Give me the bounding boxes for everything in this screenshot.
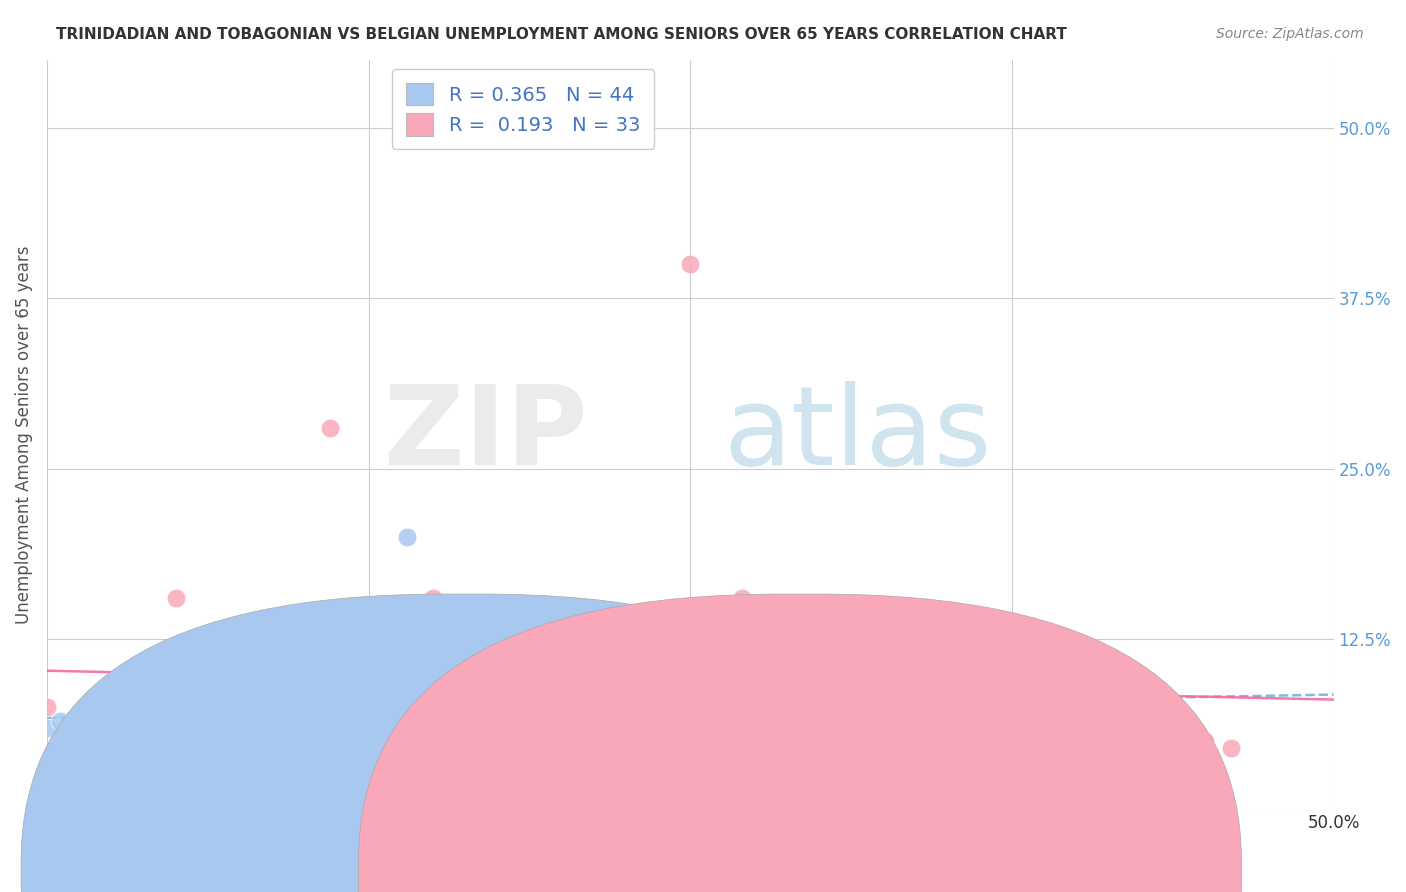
Point: [165, 700, 187, 714]
Point: [267, 714, 290, 728]
Point: [112, 707, 135, 722]
Point: [1219, 741, 1241, 756]
Point: [319, 687, 342, 701]
Point: [576, 707, 599, 722]
Point: [267, 693, 290, 707]
Text: atlas: atlas: [723, 381, 991, 488]
Point: [215, 700, 238, 714]
Point: [344, 707, 367, 722]
Point: [215, 707, 238, 722]
Point: [165, 591, 187, 606]
Point: [112, 714, 135, 728]
Point: [292, 700, 315, 714]
Point: [112, 693, 135, 707]
Point: [319, 721, 342, 735]
Point: [936, 707, 959, 722]
Point: [292, 727, 315, 741]
Point: [190, 687, 212, 701]
Point: [370, 721, 392, 735]
Point: [472, 693, 495, 707]
Point: [1014, 721, 1036, 735]
Point: [242, 727, 264, 741]
Point: [396, 714, 419, 728]
Point: [422, 591, 444, 606]
Point: [62, 727, 84, 741]
Point: [87, 721, 110, 735]
Point: [627, 693, 650, 707]
Point: [499, 714, 522, 728]
Point: [190, 693, 212, 707]
Legend: R = 0.365   N = 44, R =  0.193   N = 33: R = 0.365 N = 44, R = 0.193 N = 33: [392, 70, 654, 149]
Point: [292, 700, 315, 714]
Y-axis label: Unemployment Among Seniors over 65 years: Unemployment Among Seniors over 65 years: [15, 245, 32, 624]
Point: [576, 714, 599, 728]
Point: [1064, 700, 1087, 714]
Point: [602, 714, 624, 728]
Point: [1194, 734, 1216, 748]
Point: [344, 700, 367, 714]
Point: [550, 700, 572, 714]
Point: [49, 714, 72, 728]
Point: [165, 721, 187, 735]
Point: [756, 707, 779, 722]
Point: [35, 700, 58, 714]
Point: [396, 700, 419, 714]
Point: [75, 707, 97, 722]
Point: [524, 707, 547, 722]
Point: [499, 714, 522, 728]
Text: Source: ZipAtlas.com: Source: ZipAtlas.com: [1216, 27, 1364, 41]
Point: [422, 693, 444, 707]
Point: [370, 693, 392, 707]
Point: [704, 700, 727, 714]
Point: [550, 700, 572, 714]
Point: [447, 707, 470, 722]
Point: [807, 707, 830, 722]
Point: [35, 721, 58, 735]
Point: [396, 530, 419, 544]
Text: ZIP: ZIP: [384, 381, 588, 488]
Point: [62, 714, 84, 728]
Point: [731, 591, 754, 606]
Point: [422, 721, 444, 735]
Point: [472, 707, 495, 722]
Text: Trinidadians and Tobagonians: Trinidadians and Tobagonians: [440, 852, 685, 870]
Point: [190, 714, 212, 728]
Point: [370, 680, 392, 694]
Point: [87, 693, 110, 707]
Point: [139, 707, 162, 722]
Point: [87, 700, 110, 714]
Point: [139, 700, 162, 714]
Point: [267, 714, 290, 728]
Point: [1116, 727, 1139, 741]
Point: [524, 721, 547, 735]
Point: [602, 693, 624, 707]
Point: [242, 693, 264, 707]
Point: [319, 421, 342, 435]
Point: [215, 721, 238, 735]
Point: [447, 727, 470, 741]
Point: [654, 707, 676, 722]
Text: Belgians: Belgians: [837, 852, 907, 870]
Point: [679, 257, 702, 271]
Point: [447, 714, 470, 728]
Point: [242, 707, 264, 722]
Point: [344, 727, 367, 741]
Point: [884, 714, 907, 728]
Point: [139, 727, 162, 741]
Text: TRINIDADIAN AND TOBAGONIAN VS BELGIAN UNEMPLOYMENT AMONG SENIORS OVER 65 YEARS C: TRINIDADIAN AND TOBAGONIAN VS BELGIAN UN…: [56, 27, 1067, 42]
